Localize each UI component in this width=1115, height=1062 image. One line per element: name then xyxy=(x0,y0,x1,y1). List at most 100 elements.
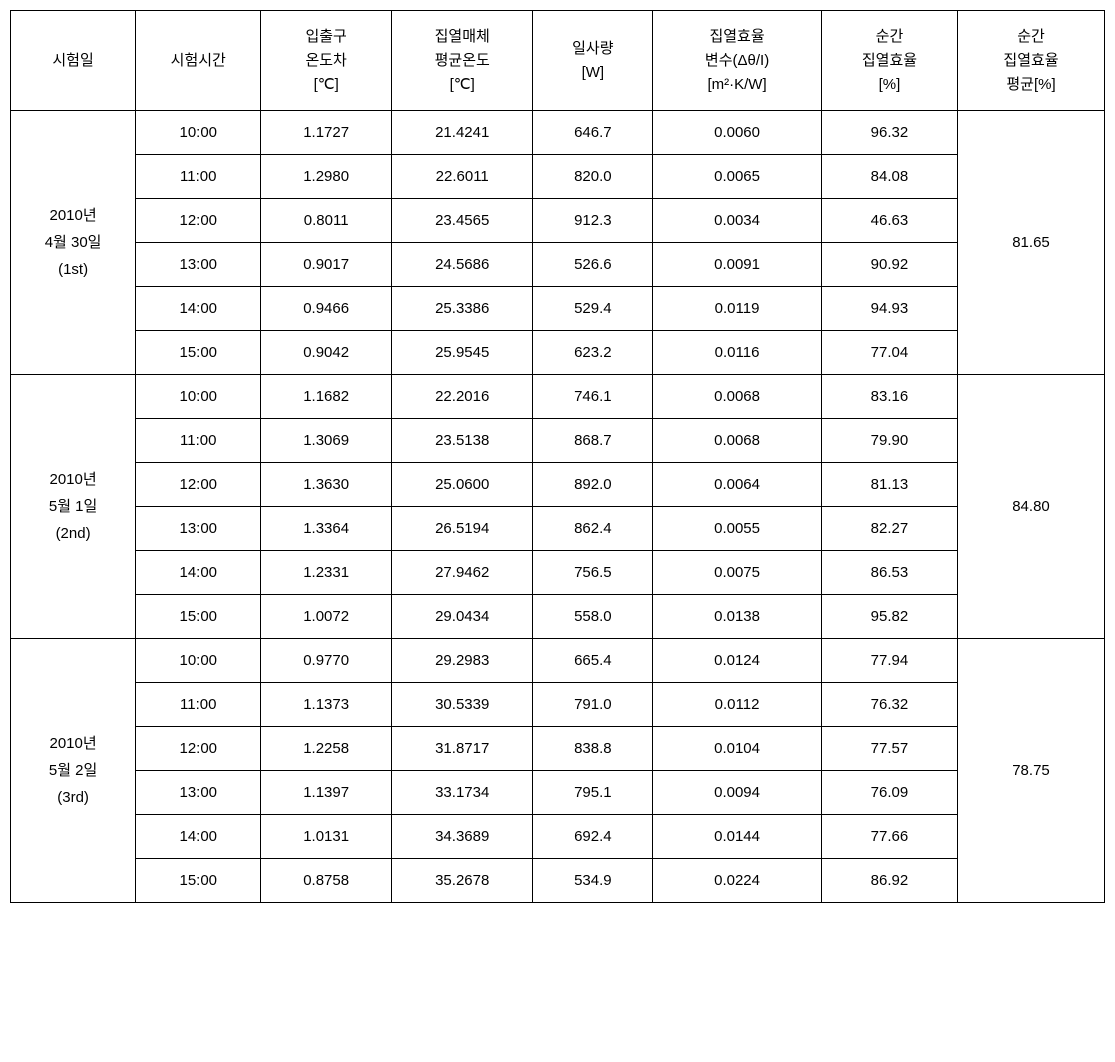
avgtemp-cell: 23.4565 xyxy=(391,199,533,243)
avgtemp-cell: 29.0434 xyxy=(391,595,533,639)
date-cell: 2010년5월 1일(2nd) xyxy=(11,375,136,639)
avgtemp-cell: 25.0600 xyxy=(391,463,533,507)
tempdiff-cell: 1.2258 xyxy=(261,727,392,771)
avgtemp-cell: 22.2016 xyxy=(391,375,533,419)
tempdiff-cell: 1.3364 xyxy=(261,507,392,551)
eff-cell: 77.66 xyxy=(821,815,957,859)
table-row: 2010년4월 30일(1st)10:001.172721.4241646.70… xyxy=(11,111,1105,155)
eff-cell: 86.92 xyxy=(821,859,957,903)
var-cell: 0.0116 xyxy=(653,331,822,375)
var-cell: 0.0138 xyxy=(653,595,822,639)
eff-cell: 76.32 xyxy=(821,683,957,727)
var-cell: 0.0124 xyxy=(653,639,822,683)
time-cell: 10:00 xyxy=(136,639,261,683)
eff-cell: 86.53 xyxy=(821,551,957,595)
tempdiff-cell: 1.0072 xyxy=(261,595,392,639)
time-cell: 15:00 xyxy=(136,595,261,639)
irr-cell: 862.4 xyxy=(533,507,653,551)
avgtemp-cell: 26.5194 xyxy=(391,507,533,551)
var-cell: 0.0091 xyxy=(653,243,822,287)
eff-cell: 77.04 xyxy=(821,331,957,375)
time-cell: 10:00 xyxy=(136,111,261,155)
time-cell: 15:00 xyxy=(136,859,261,903)
table-header-row: 시험일 시험시간 입출구온도차[℃] 집열매체평균온도[℃] 일사량[W] 집열… xyxy=(11,11,1105,111)
time-cell: 12:00 xyxy=(136,727,261,771)
date-cell: 2010년4월 30일(1st) xyxy=(11,111,136,375)
irr-cell: 746.1 xyxy=(533,375,653,419)
eff-cell: 76.09 xyxy=(821,771,957,815)
tempdiff-cell: 1.3069 xyxy=(261,419,392,463)
table-row: 14:000.946625.3386529.40.011994.93 xyxy=(11,287,1105,331)
table-row: 12:001.363025.0600892.00.006481.13 xyxy=(11,463,1105,507)
var-cell: 0.0112 xyxy=(653,683,822,727)
eff-cell: 77.94 xyxy=(821,639,957,683)
time-cell: 11:00 xyxy=(136,419,261,463)
eff-cell: 95.82 xyxy=(821,595,957,639)
time-cell: 13:00 xyxy=(136,243,261,287)
avgtemp-cell: 34.3689 xyxy=(391,815,533,859)
eff-cell: 90.92 xyxy=(821,243,957,287)
eff-cell: 82.27 xyxy=(821,507,957,551)
tempdiff-cell: 0.9770 xyxy=(261,639,392,683)
table-row: 12:000.801123.4565912.30.003446.63 xyxy=(11,199,1105,243)
var-cell: 0.0055 xyxy=(653,507,822,551)
header-effVar: 집열효율변수(Δθ/I)[m²·K/W] xyxy=(653,11,822,111)
var-cell: 0.0094 xyxy=(653,771,822,815)
header-meanEff: 순간집열효율평균[%] xyxy=(957,11,1104,111)
irr-cell: 558.0 xyxy=(533,595,653,639)
var-cell: 0.0104 xyxy=(653,727,822,771)
tempdiff-cell: 1.2980 xyxy=(261,155,392,199)
time-cell: 14:00 xyxy=(136,815,261,859)
irr-cell: 665.4 xyxy=(533,639,653,683)
table-row: 13:001.336426.5194862.40.005582.27 xyxy=(11,507,1105,551)
irr-cell: 529.4 xyxy=(533,287,653,331)
tempdiff-cell: 1.1373 xyxy=(261,683,392,727)
header-instEff: 순간집열효율[%] xyxy=(821,11,957,111)
eff-cell: 79.90 xyxy=(821,419,957,463)
irr-cell: 838.8 xyxy=(533,727,653,771)
var-cell: 0.0144 xyxy=(653,815,822,859)
avgtemp-cell: 21.4241 xyxy=(391,111,533,155)
table-row: 13:000.901724.5686526.60.009190.92 xyxy=(11,243,1105,287)
tempdiff-cell: 1.2331 xyxy=(261,551,392,595)
efficiency-table: 시험일 시험시간 입출구온도차[℃] 집열매체평균온도[℃] 일사량[W] 집열… xyxy=(10,10,1105,903)
table-row: 2010년5월 1일(2nd)10:001.168222.2016746.10.… xyxy=(11,375,1105,419)
tempdiff-cell: 0.8758 xyxy=(261,859,392,903)
time-cell: 13:00 xyxy=(136,771,261,815)
irr-cell: 868.7 xyxy=(533,419,653,463)
time-cell: 12:00 xyxy=(136,463,261,507)
table-row: 11:001.306923.5138868.70.006879.90 xyxy=(11,419,1105,463)
table-row: 11:001.137330.5339791.00.011276.32 xyxy=(11,683,1105,727)
var-cell: 0.0119 xyxy=(653,287,822,331)
irr-cell: 912.3 xyxy=(533,199,653,243)
eff-cell: 94.93 xyxy=(821,287,957,331)
avgtemp-cell: 23.5138 xyxy=(391,419,533,463)
tempdiff-cell: 1.1397 xyxy=(261,771,392,815)
mean-cell: 78.75 xyxy=(957,639,1104,903)
var-cell: 0.0068 xyxy=(653,419,822,463)
irr-cell: 646.7 xyxy=(533,111,653,155)
var-cell: 0.0068 xyxy=(653,375,822,419)
header-date: 시험일 xyxy=(11,11,136,111)
mean-cell: 81.65 xyxy=(957,111,1104,375)
time-cell: 11:00 xyxy=(136,683,261,727)
irr-cell: 820.0 xyxy=(533,155,653,199)
tempdiff-cell: 1.0131 xyxy=(261,815,392,859)
avgtemp-cell: 29.2983 xyxy=(391,639,533,683)
var-cell: 0.0060 xyxy=(653,111,822,155)
eff-cell: 96.32 xyxy=(821,111,957,155)
time-cell: 14:00 xyxy=(136,287,261,331)
eff-cell: 83.16 xyxy=(821,375,957,419)
irr-cell: 795.1 xyxy=(533,771,653,815)
avgtemp-cell: 31.8717 xyxy=(391,727,533,771)
table-row: 13:001.139733.1734795.10.009476.09 xyxy=(11,771,1105,815)
irr-cell: 692.4 xyxy=(533,815,653,859)
var-cell: 0.0065 xyxy=(653,155,822,199)
var-cell: 0.0064 xyxy=(653,463,822,507)
table-row: 15:000.904225.9545623.20.011677.04 xyxy=(11,331,1105,375)
header-tempDiff: 입출구온도차[℃] xyxy=(261,11,392,111)
table-row: 15:001.007229.0434558.00.013895.82 xyxy=(11,595,1105,639)
tempdiff-cell: 1.3630 xyxy=(261,463,392,507)
var-cell: 0.0224 xyxy=(653,859,822,903)
avgtemp-cell: 35.2678 xyxy=(391,859,533,903)
